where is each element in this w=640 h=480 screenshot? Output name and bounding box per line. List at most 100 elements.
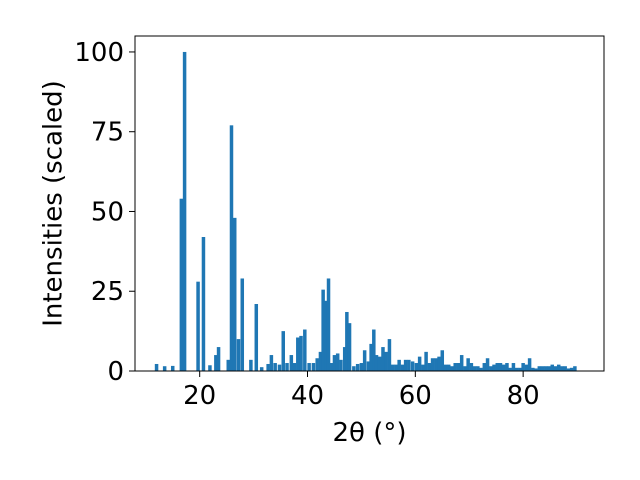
bar-69 bbox=[437, 356, 441, 371]
bar-46 bbox=[362, 350, 367, 371]
y-tick-label-4: 100 bbox=[74, 38, 124, 68]
bar-10 bbox=[226, 359, 231, 371]
bar-11 bbox=[229, 125, 234, 371]
bar-74 bbox=[453, 363, 457, 371]
bar-58 bbox=[400, 364, 405, 371]
bar-23 bbox=[285, 363, 289, 371]
bar-99 bbox=[534, 368, 538, 371]
bar-111 bbox=[573, 366, 577, 371]
bar-37 bbox=[332, 355, 337, 371]
bar-92 bbox=[511, 363, 516, 371]
bar-82 bbox=[479, 367, 483, 371]
bar-110 bbox=[569, 367, 574, 371]
bar-75 bbox=[456, 363, 461, 371]
bar-104 bbox=[550, 364, 554, 371]
bar-44 bbox=[355, 363, 360, 371]
bar-24 bbox=[289, 355, 294, 371]
bar-65 bbox=[424, 351, 428, 371]
bar-90 bbox=[505, 363, 509, 371]
bar-34 bbox=[324, 300, 328, 371]
y-tick-label-1: 25 bbox=[91, 277, 124, 307]
y-tick-label-2: 50 bbox=[91, 197, 124, 227]
bar-54 bbox=[387, 339, 392, 371]
bar-29 bbox=[307, 363, 311, 371]
bar-108 bbox=[563, 366, 567, 371]
bar-55 bbox=[390, 364, 395, 371]
bar-77 bbox=[463, 366, 467, 371]
bar-13 bbox=[236, 339, 241, 371]
bar-45 bbox=[359, 363, 364, 371]
bar-101 bbox=[540, 366, 545, 371]
bar-72 bbox=[446, 364, 451, 371]
bar-107 bbox=[560, 366, 564, 371]
bar-26 bbox=[296, 337, 300, 371]
bar-49 bbox=[372, 329, 376, 371]
bar-30 bbox=[311, 363, 316, 371]
bar-83 bbox=[482, 363, 487, 371]
bar-4 bbox=[182, 51, 187, 371]
bar-35 bbox=[326, 278, 331, 371]
bar-97 bbox=[527, 358, 532, 371]
bar-5 bbox=[196, 281, 200, 371]
x-tick-label-2: 60 bbox=[399, 381, 432, 411]
x-axis-ticks: 20 40 60 80 bbox=[183, 371, 540, 411]
bar-59 bbox=[403, 359, 408, 371]
bar-47 bbox=[366, 361, 371, 371]
bar-86 bbox=[492, 364, 496, 371]
bar-93 bbox=[514, 367, 519, 371]
bar-0 bbox=[154, 363, 159, 371]
bar-1 bbox=[162, 366, 167, 371]
bar-73 bbox=[450, 366, 454, 371]
bar-28 bbox=[303, 329, 307, 371]
bar-41 bbox=[345, 311, 349, 371]
x-tick-label-3: 80 bbox=[507, 381, 540, 411]
bar-88 bbox=[498, 363, 503, 371]
bar-39 bbox=[339, 359, 343, 371]
bar-66 bbox=[427, 363, 432, 371]
bar-56 bbox=[394, 364, 398, 371]
bar-33 bbox=[321, 289, 325, 371]
bar-103 bbox=[547, 366, 551, 371]
bar-32 bbox=[318, 351, 323, 371]
bar-68 bbox=[434, 358, 438, 371]
bar-89 bbox=[501, 364, 506, 371]
bar-105 bbox=[553, 366, 558, 371]
bars-group bbox=[154, 51, 577, 371]
bar-109 bbox=[566, 368, 571, 371]
bar-52 bbox=[381, 347, 385, 371]
bar-12 bbox=[232, 217, 237, 371]
bar-70 bbox=[440, 350, 445, 371]
bar-71 bbox=[443, 364, 448, 371]
bar-16 bbox=[254, 304, 259, 371]
bar-57 bbox=[397, 359, 401, 371]
x-tick-label-1: 40 bbox=[291, 381, 324, 411]
bar-53 bbox=[384, 351, 388, 371]
y-axis-title: Intensities (scaled) bbox=[39, 80, 69, 327]
bar-102 bbox=[544, 366, 548, 371]
y-tick-label-0: 0 bbox=[107, 357, 124, 387]
bar-27 bbox=[299, 335, 303, 371]
bar-96 bbox=[524, 364, 529, 371]
bar-79 bbox=[469, 363, 474, 371]
bar-19 bbox=[269, 355, 274, 371]
bar-95 bbox=[521, 363, 525, 371]
bar-3 bbox=[179, 198, 184, 371]
x-tick-label-0: 20 bbox=[183, 381, 216, 411]
bar-9 bbox=[216, 347, 221, 371]
bar-98 bbox=[531, 367, 535, 371]
bar-38 bbox=[335, 353, 340, 371]
bar-63 bbox=[417, 356, 422, 371]
bar-15 bbox=[249, 359, 253, 371]
plot-frame bbox=[134, 35, 605, 372]
bar-31 bbox=[315, 358, 319, 371]
bar-8 bbox=[214, 355, 218, 371]
bar-20 bbox=[273, 363, 277, 371]
y-tick-label-3: 75 bbox=[91, 118, 124, 148]
bar-84 bbox=[485, 358, 490, 371]
bar-61 bbox=[410, 361, 415, 371]
bar-67 bbox=[430, 358, 435, 371]
bar-91 bbox=[508, 367, 512, 371]
bar-100 bbox=[537, 366, 542, 371]
bar-60 bbox=[407, 359, 411, 371]
